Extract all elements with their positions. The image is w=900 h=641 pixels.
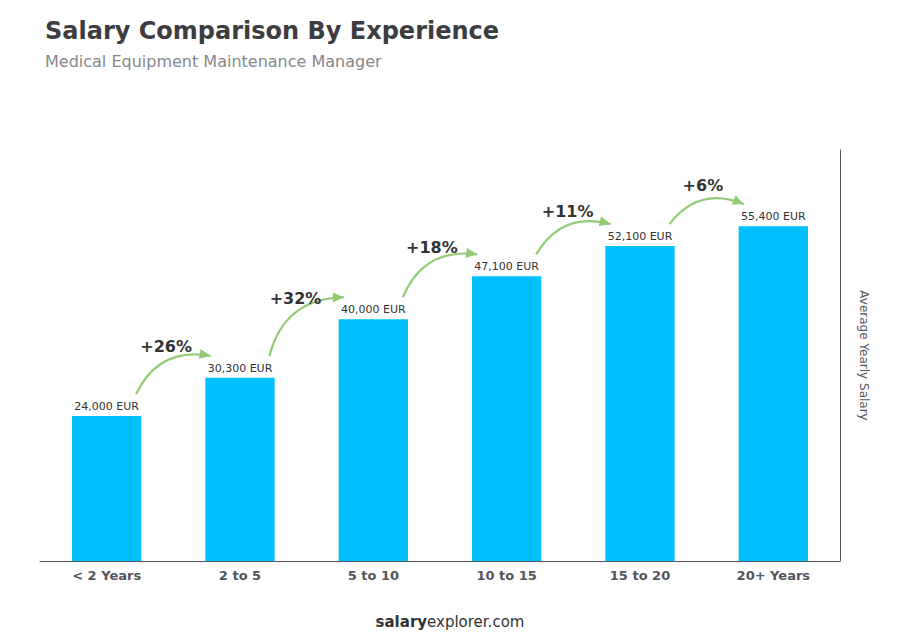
svg-text:15 to 20: 15 to 20	[610, 568, 670, 583]
svg-text:52,100 EUR: 52,100 EUR	[608, 230, 673, 243]
svg-text:Average Yearly Salary: Average Yearly Salary	[857, 290, 871, 420]
svg-text:+6%: +6%	[683, 176, 724, 195]
svg-text:Salary Comparison By Experienc: Salary Comparison By Experience	[45, 17, 499, 45]
svg-text:+32%: +32%	[270, 289, 322, 308]
svg-text:+11%: +11%	[542, 202, 594, 221]
svg-text:5 to 10: 5 to 10	[348, 568, 399, 583]
svg-text:explorer.com: explorer.com	[427, 613, 524, 631]
svg-text:salary: salary	[376, 613, 428, 631]
svg-text:+18%: +18%	[406, 238, 458, 257]
svg-text:47,100 EUR: 47,100 EUR	[474, 260, 539, 273]
svg-text:10 to 15: 10 to 15	[476, 568, 536, 583]
svg-text:55,400 EUR: 55,400 EUR	[741, 210, 806, 223]
svg-text:+26%: +26%	[140, 337, 192, 356]
svg-text:2 to 5: 2 to 5	[219, 568, 261, 583]
svg-text:24,000 EUR: 24,000 EUR	[74, 400, 139, 413]
svg-text:20+ Years: 20+ Years	[737, 568, 811, 583]
svg-text:< 2 Years: < 2 Years	[72, 568, 141, 583]
svg-text:40,000 EUR: 40,000 EUR	[341, 303, 406, 316]
svg-text:30,300 EUR: 30,300 EUR	[208, 362, 273, 375]
svg-text:Medical Equipment Maintenance: Medical Equipment Maintenance Manager	[45, 52, 382, 71]
